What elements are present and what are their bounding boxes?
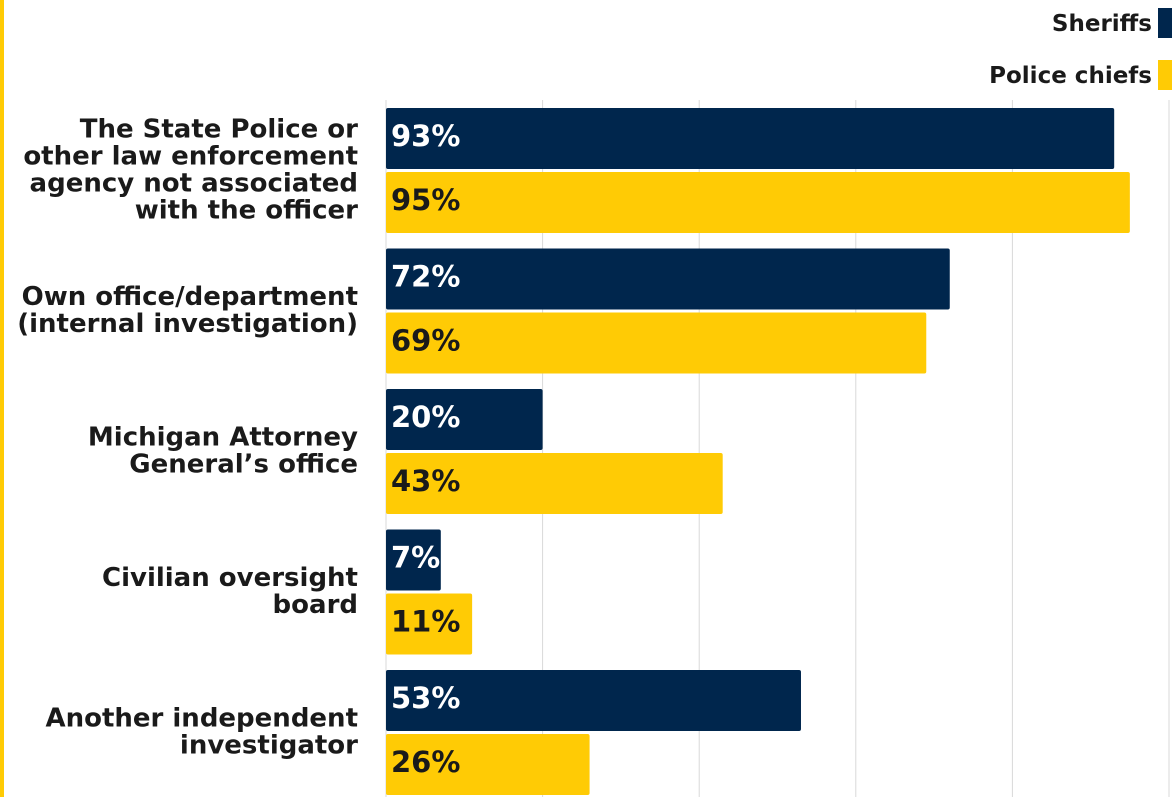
legend: Sheriffs Police chiefs xyxy=(989,8,1172,90)
category-label: Another independent xyxy=(45,704,358,734)
category-label: (internal investigation) xyxy=(17,309,358,339)
category-label: agency not associated xyxy=(30,169,358,199)
bar-police-chiefs xyxy=(386,734,590,795)
legend-swatch-police-chiefs xyxy=(1158,60,1172,90)
category-label: The State Police or xyxy=(80,115,358,145)
data-label: 43% xyxy=(391,464,460,498)
bar-sheriffs xyxy=(386,670,801,731)
bar-sheriffs xyxy=(386,389,543,450)
data-label: 95% xyxy=(391,183,460,217)
bar-police-chiefs xyxy=(386,593,473,655)
data-label: 93% xyxy=(391,119,460,153)
category-label: Michigan Attorney xyxy=(88,423,358,453)
data-label: 20% xyxy=(391,400,460,434)
category-label: Civilian oversight xyxy=(102,563,358,593)
data-label: 11% xyxy=(391,605,460,639)
bar-police-chiefs xyxy=(386,453,723,514)
legend-swatch-sheriffs xyxy=(1158,8,1172,38)
bar-police-chiefs xyxy=(386,312,927,374)
category-label: General’s office xyxy=(129,450,358,480)
bar-police-chiefs xyxy=(386,172,1130,233)
legend-label-sheriffs: Sheriffs xyxy=(1052,11,1152,37)
data-label: 69% xyxy=(391,324,460,358)
data-label: 53% xyxy=(391,681,460,715)
legend-label-police-chiefs: Police chiefs xyxy=(989,63,1152,89)
category-label: investigator xyxy=(180,731,358,761)
category-label: board xyxy=(273,590,358,620)
category-label: Own office/department xyxy=(22,282,358,312)
bar-sheriffs xyxy=(386,108,1115,169)
category-group: 72% 69% Own office/department(internal inv… xyxy=(17,248,950,374)
left-accent-rule xyxy=(0,0,4,797)
data-label: 72% xyxy=(391,260,460,294)
data-label: 26% xyxy=(391,745,460,779)
category-label: other law enforcement xyxy=(23,142,358,172)
data-label: 7% xyxy=(391,541,440,575)
bar-sheriffs xyxy=(386,529,441,591)
category-label: with the officer xyxy=(135,196,358,226)
bar-sheriffs xyxy=(386,248,950,310)
